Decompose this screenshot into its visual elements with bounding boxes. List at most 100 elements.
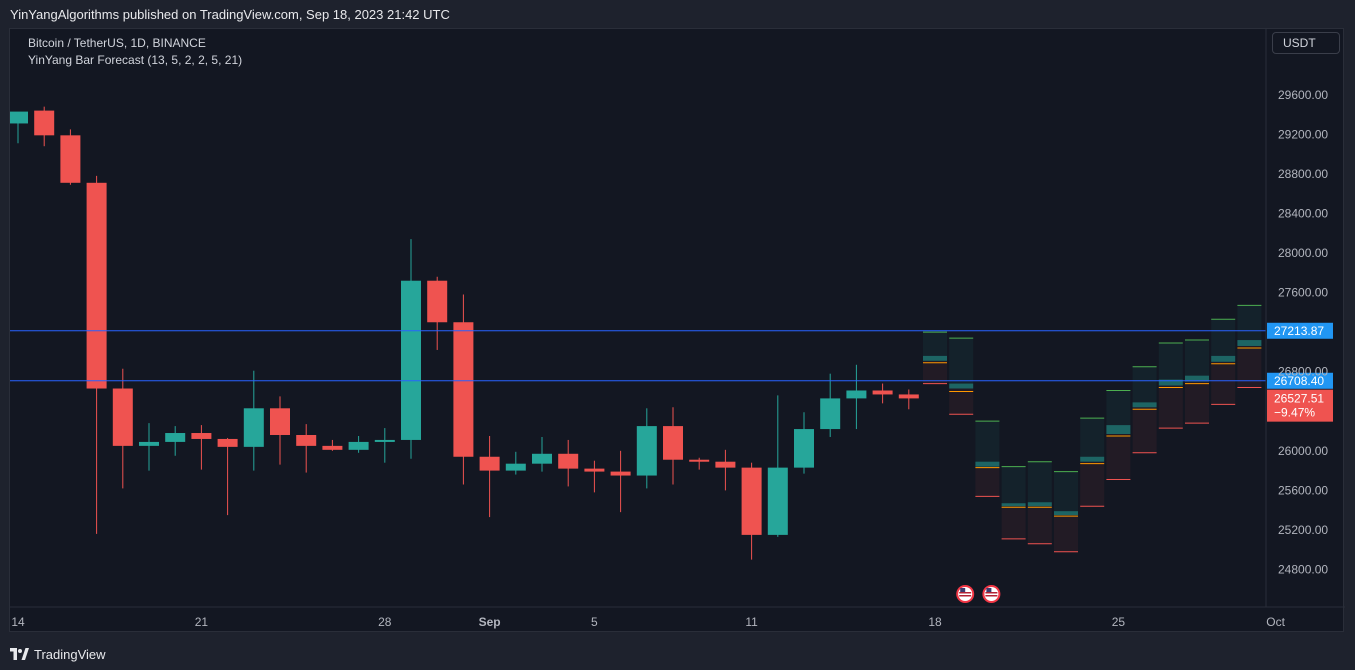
- candle[interactable]: [584, 460, 605, 493]
- candle[interactable]: [165, 426, 186, 456]
- candle[interactable]: [374, 428, 395, 463]
- currency-button[interactable]: USDT: [1272, 32, 1340, 54]
- candle-body: [898, 394, 919, 399]
- candle-body: [243, 408, 264, 447]
- candle[interactable]: [112, 368, 133, 489]
- candle[interactable]: [767, 395, 788, 537]
- candle[interactable]: [505, 451, 526, 475]
- candle[interactable]: [846, 364, 867, 430]
- candle[interactable]: [348, 435, 369, 453]
- flag-stripe: [959, 592, 972, 594]
- candle-body: [558, 453, 579, 469]
- candle[interactable]: [715, 449, 736, 491]
- candle-body: [689, 459, 710, 462]
- forecast-band: [949, 383, 974, 389]
- candle[interactable]: [820, 373, 841, 437]
- tradingview-brand-text: TradingView: [34, 646, 106, 662]
- x-tick-label: 25: [1112, 615, 1126, 629]
- us-flag-icon[interactable]: [956, 585, 975, 603]
- candle-body: [846, 390, 867, 399]
- forecast-bar[interactable]: [949, 337, 974, 415]
- forecast-lower-zone: [1211, 361, 1236, 405]
- tradingview-logo[interactable]: TradingView: [10, 645, 106, 663]
- forecast-bar[interactable]: [923, 331, 947, 385]
- candle-body: [663, 426, 683, 460]
- us-flag-icon[interactable]: [982, 585, 1001, 603]
- candle[interactable]: [898, 389, 919, 410]
- forecast-bar[interactable]: [1080, 417, 1105, 507]
- forecast-bar[interactable]: [1054, 471, 1078, 553]
- candle[interactable]: [636, 408, 657, 489]
- forecast-bar[interactable]: [1001, 466, 1026, 540]
- forecast-band: [1054, 511, 1078, 516]
- candle[interactable]: [322, 439, 343, 451]
- forecast-upper-zone: [1132, 366, 1157, 403]
- forecast-lower-zone: [1158, 385, 1183, 429]
- price-badge-label: 27213.87: [1274, 324, 1324, 338]
- candle[interactable]: [217, 437, 238, 516]
- forecast-bar[interactable]: [1132, 366, 1157, 454]
- forecast-bar[interactable]: [1237, 304, 1262, 389]
- forecast-bar[interactable]: [1185, 339, 1209, 424]
- candle-body: [34, 110, 55, 136]
- forecast-band: [923, 355, 947, 361]
- forecast-lower-zone: [923, 360, 947, 384]
- chart-pane[interactable]: 27213.87 26708.40 26527.51 −9.47% 29600.00 2…: [9, 28, 1345, 633]
- forecast-band: [1158, 379, 1183, 386]
- forecast-upper-zone: [975, 421, 1000, 462]
- y-tick-label: 26000.00: [1278, 444, 1328, 458]
- candle[interactable]: [34, 106, 55, 147]
- y-tick-label: 29200.00: [1278, 127, 1328, 141]
- candle[interactable]: [558, 439, 579, 487]
- candle[interactable]: [453, 294, 474, 485]
- last-price-badge: [1267, 389, 1333, 422]
- candle-body: [532, 453, 552, 464]
- candle[interactable]: [270, 396, 290, 465]
- forecast-band: [1001, 503, 1026, 507]
- candle[interactable]: [479, 435, 500, 518]
- candle[interactable]: [872, 383, 893, 404]
- candle[interactable]: [741, 462, 762, 560]
- candle[interactable]: [401, 239, 421, 459]
- tradingview-logo-icon: [10, 648, 29, 660]
- candle[interactable]: [689, 457, 710, 470]
- y-tick-label: 27600.00: [1278, 286, 1328, 300]
- candle[interactable]: [10, 111, 28, 144]
- forecast-upper-zone: [1185, 340, 1209, 376]
- candle[interactable]: [794, 412, 814, 474]
- candle-body: [584, 468, 605, 472]
- candle-body: [139, 441, 159, 446]
- y-tick-label: 29600.00: [1278, 88, 1328, 102]
- candle[interactable]: [191, 425, 212, 470]
- candle[interactable]: [663, 407, 683, 485]
- flag-stripe: [985, 595, 998, 597]
- forecast-bar[interactable]: [1158, 342, 1183, 429]
- candle[interactable]: [610, 450, 631, 513]
- flag-canton: [986, 588, 992, 592]
- event-markers-layer: [956, 585, 1001, 603]
- candle[interactable]: [296, 424, 317, 473]
- candle[interactable]: [243, 370, 264, 471]
- indicator-title[interactable]: YinYang Bar Forecast (13, 5, 2, 2, 5, 21…: [28, 53, 243, 67]
- forecast-bar[interactable]: [1027, 461, 1052, 545]
- candle-body: [479, 456, 500, 471]
- candle[interactable]: [60, 129, 81, 185]
- candle[interactable]: [86, 175, 107, 534]
- y-tick-label: 25200.00: [1278, 523, 1328, 537]
- forecast-upper-zone: [1158, 343, 1183, 380]
- forecast-upper-zone: [1054, 471, 1078, 512]
- symbol-title[interactable]: Bitcoin / TetherUS, 1D, BINANCE: [28, 36, 206, 50]
- candle-body: [610, 471, 631, 476]
- forecast-bar[interactable]: [975, 420, 1000, 497]
- forecast-bar[interactable]: [1211, 318, 1236, 405]
- y-tick-label: 28800.00: [1278, 167, 1328, 181]
- candle[interactable]: [139, 423, 159, 471]
- candle[interactable]: [532, 436, 552, 472]
- forecast-upper-zone: [1027, 461, 1052, 503]
- y-tick-label: 26800.00: [1278, 365, 1328, 379]
- candle[interactable]: [427, 276, 448, 350]
- forecast-bar[interactable]: [1106, 389, 1131, 481]
- candle-body: [453, 322, 474, 457]
- forecast-upper-zone: [1001, 466, 1026, 504]
